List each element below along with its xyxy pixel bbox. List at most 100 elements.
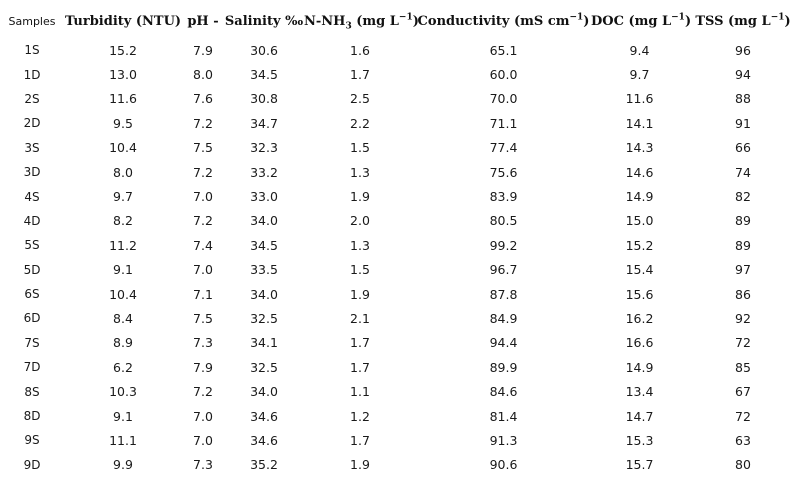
- cell-salinity: 34.0: [250, 384, 278, 400]
- cell-turbidity: 11.2: [109, 237, 137, 253]
- cell-doc: 15.6: [625, 286, 654, 302]
- cell-tss: 80: [735, 457, 751, 473]
- cell-sample-id: 5S: [24, 238, 40, 253]
- cell-salinity: 34.6: [250, 432, 278, 448]
- header-tss-close: ): [784, 13, 791, 29]
- cell-salinity: 34.5: [250, 237, 278, 253]
- cell-ph: 7.6: [193, 91, 213, 107]
- cell-doc: 16.6: [625, 335, 654, 351]
- header-tss-main: TSS (mg L: [695, 13, 771, 29]
- cell-nh3: 1.7: [350, 432, 370, 448]
- cell-nh3: 2.2: [350, 115, 370, 131]
- cell-turbidity: 13.0: [109, 67, 137, 83]
- cell-tss: 97: [735, 262, 751, 278]
- cell-ph: 7.9: [193, 359, 213, 375]
- cell-doc: 11.6: [625, 91, 654, 107]
- cell-ph: 7.4: [193, 237, 213, 253]
- cell-salinity: 34.0: [250, 286, 278, 302]
- table-row: 3D 8.0 7.2 33.2 1.3 75.6 14.6 74: [0, 160, 798, 184]
- cell-tss: 86: [735, 286, 751, 302]
- cell-tss: 74: [735, 164, 751, 180]
- cell-conductivity: 70.0: [489, 91, 518, 107]
- cell-nh3: 1.5: [350, 140, 370, 156]
- header-conductivity-superscript: −1: [569, 12, 584, 23]
- table-row: 4D 8.2 7.2 34.0 2.0 80.5 15.0 89: [0, 209, 798, 233]
- cell-tss: 91: [735, 115, 751, 131]
- cell-salinity: 34.1: [250, 335, 278, 351]
- cell-conductivity: 60.0: [489, 67, 518, 83]
- cell-turbidity: 8.9: [113, 335, 133, 351]
- cell-sample-id: 1D: [23, 67, 41, 82]
- header-nh3-unit: (mg L: [351, 13, 399, 29]
- cell-sample-id: 2D: [23, 116, 41, 131]
- cell-sample-id: 7D: [23, 360, 41, 375]
- cell-sample-id: 5D: [23, 262, 41, 277]
- header-salinity: Salinity ‰: [224, 13, 304, 29]
- cell-doc: 14.6: [625, 164, 654, 180]
- cell-nh3: 2.5: [350, 91, 370, 107]
- cell-ph: 7.0: [193, 432, 213, 448]
- cell-doc: 16.2: [625, 310, 654, 326]
- cell-salinity: 34.5: [250, 67, 278, 83]
- header-nh3-close: ): [412, 13, 419, 29]
- table-row: 1S 15.2 7.9 30.6 1.6 65.1 9.4 96: [0, 38, 798, 62]
- table-row: 9D 9.9 7.3 35.2 1.9 90.6 15.7 80: [0, 453, 798, 477]
- cell-tss: 66: [735, 140, 751, 156]
- header-conductivity-main: Conductivity (mS cm: [417, 13, 570, 29]
- cell-sample-id: 3D: [23, 165, 41, 180]
- cell-nh3: 1.7: [350, 335, 370, 351]
- table-row: 7D 6.2 7.9 32.5 1.7 89.9 14.9 85: [0, 355, 798, 379]
- cell-sample-id: 6D: [23, 311, 41, 326]
- cell-doc: 14.9: [625, 359, 654, 375]
- table-row: 8S 10.3 7.2 34.0 1.1 84.6 13.4 67: [0, 379, 798, 403]
- header-nh3: N-NH3 (mg L−1): [304, 4, 419, 38]
- header-conductivity-close: ): [583, 13, 590, 29]
- cell-conductivity: 84.9: [489, 310, 518, 326]
- cell-conductivity: 84.6: [489, 384, 518, 400]
- cell-conductivity: 99.2: [489, 237, 518, 253]
- cell-nh3: 1.6: [350, 42, 370, 58]
- cell-sample-id: 2S: [24, 91, 40, 106]
- cell-doc: 15.4: [625, 262, 654, 278]
- cell-sample-id: 8S: [24, 384, 40, 399]
- table-row: 7S 8.9 7.3 34.1 1.7 94.4 16.6 72: [0, 331, 798, 355]
- table-row: 2D 9.5 7.2 34.7 2.2 71.1 14.1 91: [0, 111, 798, 135]
- cell-ph: 7.0: [193, 262, 213, 278]
- cell-turbidity: 11.1: [109, 432, 137, 448]
- cell-conductivity: 89.9: [489, 359, 518, 375]
- header-ph: pH -: [187, 13, 219, 29]
- cell-turbidity: 9.1: [113, 262, 133, 278]
- table-row: 9S 11.1 7.0 34.6 1.7 91.3 15.3 63: [0, 428, 798, 452]
- cell-tss: 96: [735, 42, 751, 58]
- cell-turbidity: 9.7: [113, 189, 133, 205]
- cell-turbidity: 10.4: [109, 140, 137, 156]
- cell-salinity: 30.8: [250, 91, 278, 107]
- cell-salinity: 34.7: [250, 115, 278, 131]
- cell-turbidity: 11.6: [109, 91, 137, 107]
- cell-nh3: 1.7: [350, 67, 370, 83]
- cell-doc: 15.3: [625, 432, 654, 448]
- cell-salinity: 30.6: [250, 42, 278, 58]
- cell-turbidity: 10.4: [109, 286, 137, 302]
- cell-turbidity: 9.1: [113, 408, 133, 424]
- cell-conductivity: 94.4: [489, 335, 518, 351]
- table-row: 3S 10.4 7.5 32.3 1.5 77.4 14.3 66: [0, 136, 798, 160]
- table-row: 5S 11.2 7.4 34.5 1.3 99.2 15.2 89: [0, 233, 798, 257]
- cell-turbidity: 8.2: [113, 213, 133, 229]
- cell-doc: 15.0: [625, 213, 654, 229]
- cell-ph: 7.0: [193, 189, 213, 205]
- cell-salinity: 32.5: [250, 310, 278, 326]
- cell-sample-id: 9S: [24, 433, 40, 448]
- cell-sample-id: 8D: [23, 409, 41, 424]
- cell-conductivity: 77.4: [489, 140, 518, 156]
- cell-ph: 7.2: [193, 115, 213, 131]
- header-row: Samples Turbidity (NTU) pH - Salinity ‰ …: [0, 4, 798, 38]
- header-doc: DOC (mg L−1): [591, 4, 691, 38]
- header-conductivity: Conductivity (mS cm−1): [416, 4, 591, 38]
- cell-doc: 15.2: [625, 237, 654, 253]
- cell-ph: 7.3: [193, 335, 213, 351]
- cell-sample-id: 4S: [24, 189, 40, 204]
- cell-nh3: 1.5: [350, 262, 370, 278]
- cell-conductivity: 90.6: [489, 457, 518, 473]
- cell-nh3: 1.9: [350, 457, 370, 473]
